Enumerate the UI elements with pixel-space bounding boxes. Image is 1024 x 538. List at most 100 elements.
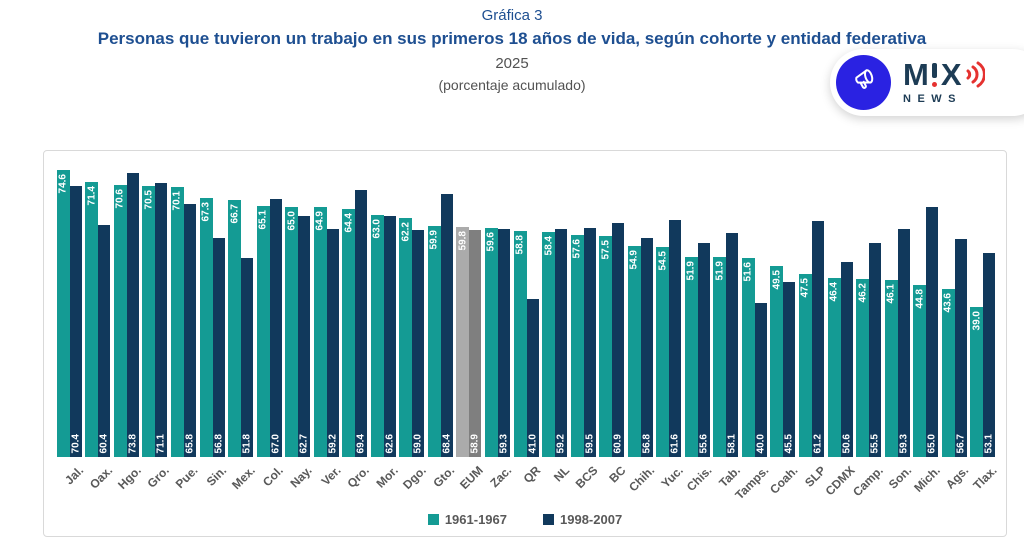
bar-value-label: 55.6 xyxy=(698,433,710,453)
chart-year: 2025 xyxy=(495,54,529,72)
bar-1961-1967: 64.4 xyxy=(342,209,356,457)
bar-value-label: 59.8 xyxy=(457,230,469,251)
bar-1961-1967: 64.9 xyxy=(313,207,327,457)
bar-1961-1967: 62.2 xyxy=(399,217,413,457)
bar-1998-2007: 69.4 xyxy=(355,189,368,457)
x-axis-label: BC xyxy=(606,463,629,486)
bar-group: 59.6 59.3 Zac. xyxy=(483,151,515,490)
bar-1961-1967: 70.5 xyxy=(142,185,156,457)
legend-label: 1961-1967 xyxy=(444,512,507,527)
x-axis-label: Mor. xyxy=(373,463,401,491)
x-axis-label: Mich. xyxy=(911,463,943,495)
bar-1961-1967: 51.9 xyxy=(713,257,727,457)
x-axis-label: Coah. xyxy=(766,463,801,497)
legend-swatch-navy xyxy=(543,514,554,525)
bar-1961-1967: 59.8 xyxy=(456,226,470,457)
bar-value-label: 67.0 xyxy=(270,433,282,453)
x-axis-label: Dgo. xyxy=(400,463,430,493)
bar-1998-2007: 73.8 xyxy=(126,172,139,457)
bar-group: 70.6 73.8 Hgo. xyxy=(112,151,144,492)
bar-value-label: 65.8 xyxy=(184,433,196,453)
bar-value-label: 55.5 xyxy=(869,433,881,453)
bar-value-label: 62.7 xyxy=(298,433,310,453)
bar-value-label: 50.6 xyxy=(841,433,853,453)
bar-1998-2007: 67.0 xyxy=(269,199,282,457)
bar-value-label: 56.7 xyxy=(955,433,967,453)
x-axis-label: Nay. xyxy=(287,463,315,491)
bar-1961-1967: 49.5 xyxy=(770,266,784,457)
bar-group: 46.1 59.3 Son. xyxy=(883,151,914,492)
bar-value-label: 60.9 xyxy=(612,433,624,453)
bar-1998-2007: 56.7 xyxy=(954,238,967,457)
bar-1961-1967: 51.6 xyxy=(741,258,755,457)
bar-value-label: 59.9 xyxy=(428,230,440,250)
bar-value-label: 64.4 xyxy=(343,213,355,233)
bar-value-label: 43.6 xyxy=(942,293,954,313)
bar-group: 54.9 56.8 Chih. xyxy=(626,151,657,494)
bar-group: 46.2 55.5 Camp. xyxy=(850,151,886,499)
bar-1961-1967: 44.8 xyxy=(913,284,927,457)
brand-letter-m: M xyxy=(903,56,930,92)
bar-1961-1967: 63.0 xyxy=(370,214,384,457)
chart-legend: 1961-1967 1998-2007 xyxy=(44,512,1006,527)
bar-1961-1967: 57.6 xyxy=(570,235,584,457)
x-axis-label: Ags. xyxy=(943,463,972,492)
bar-value-label: 70.6 xyxy=(114,189,126,209)
bar-group: 51.6 40.0 Tamps. xyxy=(733,151,772,502)
bar-value-label: 51.8 xyxy=(241,433,253,453)
x-axis-label: Mex. xyxy=(228,463,258,493)
bar-1998-2007: 40.0 xyxy=(754,303,767,457)
bar-1961-1967: 67.3 xyxy=(199,197,213,457)
bar-group: 44.8 65.0 Mich. xyxy=(911,151,943,495)
bar-1998-2007: 45.5 xyxy=(783,281,796,457)
bar-value-label: 71.1 xyxy=(155,433,167,453)
brand-news-label: NEWS xyxy=(903,92,962,105)
bar-value-label: 46.4 xyxy=(828,282,840,302)
bar-1998-2007: 59.2 xyxy=(555,229,568,457)
bar-value-label: 67.3 xyxy=(200,201,212,222)
bar-value-label: 62.6 xyxy=(384,433,396,453)
bar-1961-1967: 54.9 xyxy=(627,245,641,457)
x-axis-label: NL xyxy=(550,463,572,485)
bar-group: 70.1 65.8 Pue. xyxy=(169,151,201,491)
x-axis-label: Yuc. xyxy=(658,463,686,491)
x-axis-label: Tlax. xyxy=(970,463,1000,493)
chart-header: Gráfica 3 Personas que tuvieron un traba… xyxy=(0,7,1024,93)
bar-value-label: 58.8 xyxy=(514,234,526,255)
bar-value-label: 59.2 xyxy=(555,433,567,453)
x-axis-label: Gto. xyxy=(430,463,458,491)
bar-value-label: 74.6 xyxy=(57,173,69,194)
bar-1961-1967: 46.4 xyxy=(827,278,841,457)
bar-1998-2007: 65.8 xyxy=(183,203,196,457)
bar-value-label: 58.4 xyxy=(543,236,555,256)
x-axis-label: Ver. xyxy=(318,463,344,489)
bar-1961-1967: 58.8 xyxy=(513,230,527,457)
bar-value-label: 66.7 xyxy=(229,204,241,224)
brand-wordmark: M X xyxy=(903,56,986,92)
bar-value-label: 58.9 xyxy=(469,433,481,453)
bar-1998-2007: 56.8 xyxy=(640,238,653,457)
bar-1998-2007: 62.7 xyxy=(298,215,311,457)
brand-exclamation xyxy=(931,62,939,89)
chart-number: Gráfica 3 xyxy=(481,7,543,24)
bar-group: 64.9 59.2 Ver. xyxy=(312,151,343,488)
x-axis-label: Hgo. xyxy=(114,463,144,493)
bar-value-label: 47.5 xyxy=(799,278,811,298)
chart-frame: 74.6 70.4 Jal. 71.4 60.4 Oax. 70.6 73.8 … xyxy=(43,150,1007,537)
bar-1998-2007: 62.6 xyxy=(383,216,396,457)
bar-value-label: 73.8 xyxy=(127,433,139,453)
bar-1961-1967: 57.5 xyxy=(599,235,613,457)
bar-group: 58.8 41.0 QR xyxy=(512,151,543,486)
x-axis-label: Jal. xyxy=(62,463,87,488)
bar-value-label: 41.0 xyxy=(527,433,539,453)
bar-1961-1967: 59.6 xyxy=(484,227,498,457)
bar-1998-2007: 60.4 xyxy=(98,224,111,457)
x-axis-label: Gro. xyxy=(144,463,173,491)
bar-1961-1967: 59.9 xyxy=(427,226,441,457)
bar-1961-1967: 71.4 xyxy=(85,182,99,457)
bar-value-label: 63.0 xyxy=(371,218,383,238)
bar-group: 57.5 60.9 BC xyxy=(597,151,629,485)
bar-value-label: 53.1 xyxy=(983,433,995,453)
bar-group: 59.8 58.9 EUM xyxy=(455,151,486,492)
x-axis-label: Chih. xyxy=(626,463,658,495)
